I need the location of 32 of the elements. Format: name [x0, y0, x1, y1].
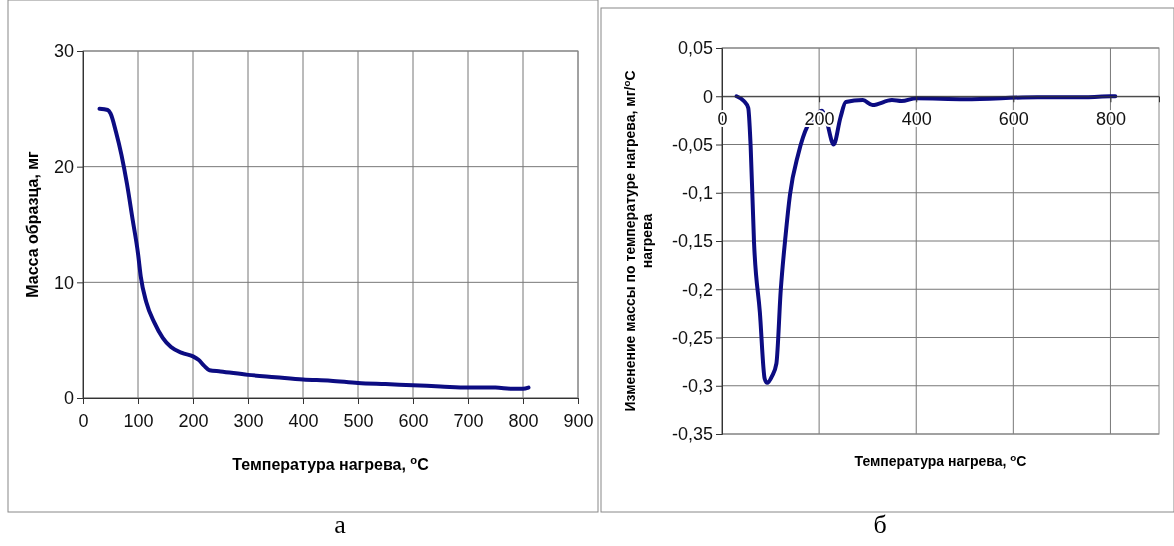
x-axis-title: Температура нагрева, $^{o}$C: [232, 454, 430, 473]
x-tick-label: 500: [343, 410, 374, 431]
x-tick-label: 100: [123, 410, 154, 431]
x-tick-label: 900: [563, 410, 594, 431]
y-tick-label: 0: [702, 86, 713, 107]
x-tick-label: 300: [233, 410, 264, 431]
text: а: [334, 510, 347, 539]
y-tick-label: 20: [53, 156, 74, 177]
y-tick-label: 30: [53, 41, 74, 62]
y-tick-label: -0,35: [671, 424, 713, 445]
x-tick-label: 800: [508, 410, 539, 431]
y-tick-label: 0: [63, 388, 74, 409]
x-tick-label: 700: [453, 410, 484, 431]
x-tick-label: 800: [1095, 109, 1126, 130]
y-tick-label: 0,05: [677, 38, 713, 59]
x-tick-label: 400: [901, 109, 932, 130]
y-axis-title: Масса образца, мг: [24, 150, 41, 298]
y-tick-label: -0,25: [671, 327, 713, 348]
y-tick-label: -0,1: [681, 183, 713, 204]
line-series: [97, 106, 531, 391]
x-axis-title: Температура нагрева, $^{o}$C: [854, 451, 1027, 469]
y-tick-label: 10: [53, 272, 74, 293]
y-tick-label: -0,05: [671, 134, 713, 155]
x-tick-label: 200: [178, 410, 209, 431]
y-tick-label: -0,3: [681, 376, 713, 397]
x-tick-label: 600: [398, 410, 429, 431]
x-tick-label: 600: [998, 109, 1029, 130]
x-tick-label: 400: [288, 410, 319, 431]
x-tick-label: 0: [78, 410, 89, 431]
y-tick-label: -0,2: [681, 279, 713, 300]
y-tick-label: -0,15: [671, 231, 713, 252]
text: б: [873, 510, 887, 539]
